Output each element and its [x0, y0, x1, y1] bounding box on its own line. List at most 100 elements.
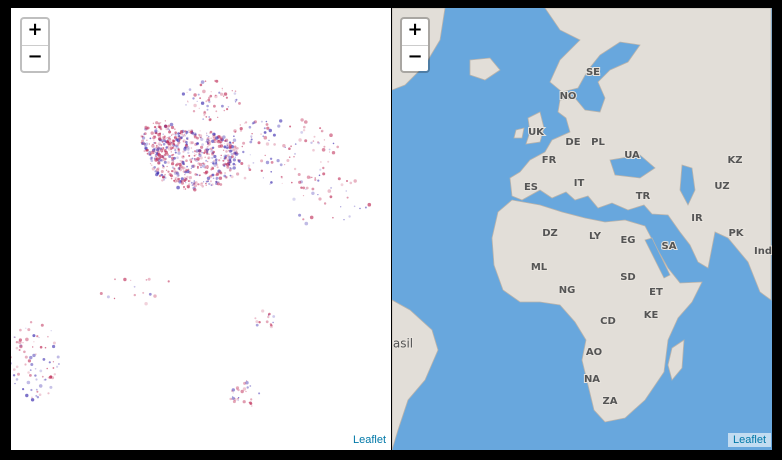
density-dot — [225, 139, 228, 143]
density-dot — [99, 292, 103, 295]
density-dot — [199, 97, 202, 99]
density-dot — [154, 158, 156, 160]
density-dot — [242, 400, 246, 404]
density-dot — [234, 151, 238, 155]
density-dot — [159, 156, 162, 159]
density-dot — [183, 148, 187, 152]
density-dot — [162, 158, 166, 162]
density-dot — [133, 285, 136, 288]
density-dot — [184, 174, 186, 176]
density-dot — [195, 142, 197, 144]
density-dot — [229, 174, 232, 177]
density-dot — [178, 135, 181, 138]
density-dot — [162, 147, 165, 149]
density-dot — [303, 125, 306, 129]
density-dot — [205, 165, 209, 169]
density-dot — [185, 159, 188, 162]
density-dot — [152, 136, 156, 140]
density-dot — [178, 138, 180, 140]
density-dot — [42, 358, 46, 361]
density-dot — [215, 110, 218, 113]
density-dot — [172, 133, 174, 135]
attribution[interactable]: Leaflet — [728, 433, 772, 447]
density-dot — [182, 139, 186, 143]
density-dot — [156, 152, 158, 154]
zoom-in[interactable]: + — [22, 19, 48, 46]
density-dot — [312, 148, 315, 152]
density-dot — [157, 132, 161, 137]
density-dot — [317, 141, 321, 145]
density-dot — [155, 156, 159, 160]
density-dot — [174, 133, 177, 136]
left-map[interactable] — [11, 8, 391, 450]
density-dot — [160, 173, 164, 177]
density-dot — [157, 161, 161, 165]
density-dot — [156, 128, 158, 130]
country-label: IT — [574, 178, 585, 189]
density-dot — [147, 277, 151, 281]
density-dot — [327, 189, 332, 193]
density-dot — [164, 150, 168, 155]
country-label: PK — [728, 228, 744, 239]
density-dot — [320, 161, 322, 163]
density-dot — [149, 153, 152, 156]
density-dot — [167, 161, 170, 164]
density-dot — [172, 153, 175, 156]
density-dot — [300, 118, 304, 122]
density-dot — [260, 133, 262, 136]
density-dot — [233, 397, 237, 402]
zoom-in[interactable]: + — [402, 19, 428, 46]
density-dot — [193, 184, 197, 188]
attribution[interactable]: Leaflet — [348, 433, 392, 447]
density-dot — [205, 147, 209, 151]
density-dot — [234, 131, 237, 133]
right-map[interactable]: SE NO UK DE PL FR UA KZ ES IT TR UZ IR PK Ind DZ LY EG SA M… — [392, 8, 772, 450]
density-dot — [168, 143, 171, 146]
density-dot — [320, 130, 323, 133]
density-dot — [202, 89, 206, 94]
density-dot — [193, 180, 196, 182]
density-dot — [148, 143, 150, 145]
density-dot — [146, 152, 149, 155]
density-dot — [364, 206, 367, 209]
density-dot — [154, 153, 158, 157]
density-dot — [292, 197, 296, 201]
density-dot — [330, 186, 333, 189]
density-dot — [141, 135, 143, 138]
density-dot — [242, 150, 245, 154]
density-dot — [173, 167, 176, 170]
density-dot — [175, 144, 178, 148]
density-dot — [252, 162, 255, 164]
zoom-out[interactable]: − — [27, 46, 43, 67]
density-dot — [163, 135, 166, 138]
density-dot — [52, 361, 55, 363]
density-dot — [165, 148, 167, 150]
density-dot — [153, 146, 155, 148]
density-dot — [17, 372, 20, 376]
density-dot — [149, 137, 152, 140]
density-dot — [224, 139, 227, 142]
density-dot — [195, 149, 199, 153]
density-dot — [165, 153, 167, 155]
density-dot — [265, 120, 268, 123]
density-dot — [175, 163, 178, 167]
density-dot — [190, 181, 193, 184]
density-dot — [33, 341, 35, 343]
density-dot — [312, 140, 315, 142]
density-dot — [253, 120, 257, 124]
density-dot — [13, 368, 16, 371]
density-dot — [263, 131, 267, 134]
density-dot — [251, 122, 254, 125]
country-label: TR — [636, 191, 651, 202]
density-dot — [230, 164, 232, 166]
country-labels: SE NO UK DE PL FR UA KZ ES IT TR UZ IR PK Ind DZ LY EG SA M… — [392, 66, 772, 408]
density-dot — [160, 170, 164, 173]
density-dot — [34, 353, 37, 356]
density-dot — [198, 107, 200, 110]
density-dot — [232, 148, 236, 152]
density-dot — [204, 156, 206, 159]
density-dot — [207, 180, 209, 183]
density-dot — [149, 163, 152, 165]
density-dot — [239, 159, 241, 161]
zoom-out[interactable]: − — [407, 46, 423, 67]
